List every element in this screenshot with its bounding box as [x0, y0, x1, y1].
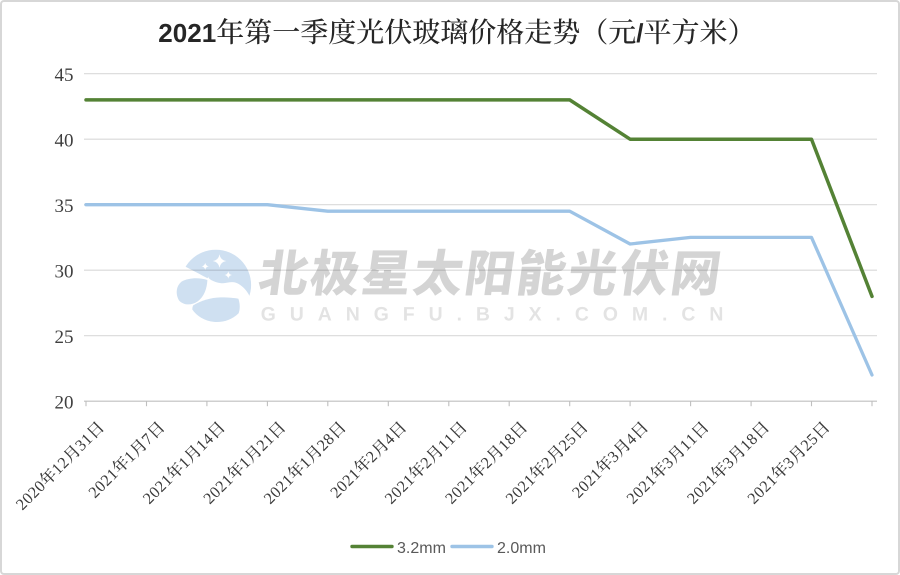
svg-text:2.0mm: 2.0mm — [497, 540, 546, 557]
svg-text:3.2mm: 3.2mm — [397, 540, 446, 557]
svg-text:20: 20 — [55, 393, 74, 414]
svg-text:45: 45 — [55, 65, 74, 86]
svg-text:30: 30 — [55, 262, 74, 283]
svg-text:25: 25 — [55, 327, 74, 348]
svg-text:40: 40 — [55, 131, 74, 152]
svg-text:35: 35 — [55, 196, 74, 217]
